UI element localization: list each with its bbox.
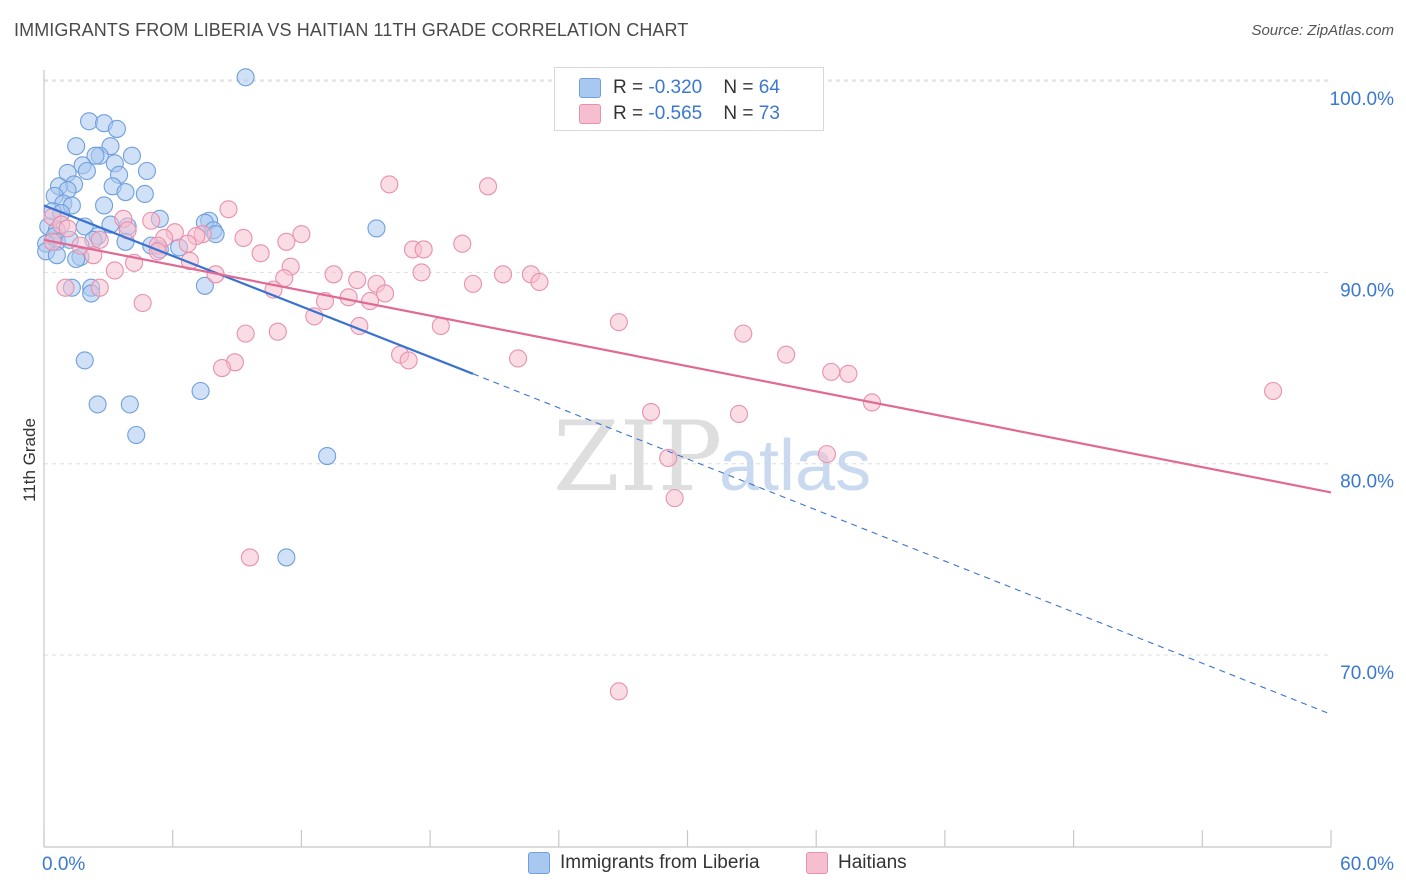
bottom-legend-label-haitian: Haitians <box>838 852 907 873</box>
liberia-point <box>79 112 99 131</box>
y-tick-label: 70.0% <box>1340 663 1394 684</box>
haitian-point <box>142 211 161 230</box>
y-axis-label: 11th Grade <box>20 418 39 502</box>
liberia-point <box>107 119 126 138</box>
trend-lines <box>43 204 1332 715</box>
haitian-point <box>90 278 109 297</box>
haitian-point <box>240 548 259 567</box>
tick-labels: 70.0% 80.0% 90.0% 100.0% 0.0% 60.0% <box>42 89 1394 875</box>
haitian-point <box>148 242 167 261</box>
watermark-atlas: atlas <box>719 426 871 506</box>
y-tick-label: 90.0% <box>1340 280 1394 301</box>
liberia-point <box>195 276 214 295</box>
haitian-point <box>339 288 358 307</box>
trend-line-liberia <box>43 204 474 375</box>
haitian-point <box>414 240 433 259</box>
y-tick-label: 100.0% <box>1330 89 1395 110</box>
haitian-point <box>360 292 380 311</box>
haitian-point <box>665 489 684 508</box>
stats-legend: R = -0.320 N = 64 R = -0.565 N = 73 <box>554 67 824 131</box>
y-tick-label: 80.0% <box>1340 472 1394 493</box>
liberia-point <box>95 196 114 215</box>
haitian-point <box>324 265 343 284</box>
haitian-point <box>348 271 367 290</box>
haitian-point <box>236 324 255 343</box>
haitian-point <box>56 278 75 297</box>
axes <box>43 70 1332 848</box>
haitian-point <box>609 682 628 701</box>
watermark-zip: ZIP <box>553 401 722 513</box>
zipatlas-watermark: ZIP atlas <box>553 401 871 513</box>
haitian-point <box>277 232 296 251</box>
legend-swatch-haitian <box>579 104 601 124</box>
haitian-point <box>641 402 661 422</box>
liberia-point <box>191 381 210 401</box>
haitian-point <box>90 230 109 249</box>
liberia-point <box>127 425 146 445</box>
haitian-point <box>105 261 124 280</box>
haitian-point <box>453 234 472 253</box>
haitian-point <box>478 177 498 196</box>
haitian-point <box>292 225 311 244</box>
haitian-point <box>178 234 197 253</box>
haitian-point <box>508 349 528 368</box>
trend-line-haitian <box>43 238 1332 494</box>
haitian-point <box>268 322 287 341</box>
haitian-point <box>380 175 399 194</box>
haitian-point <box>839 364 858 383</box>
bottom-legend-label-liberia: Immigrants from Liberia <box>560 852 760 873</box>
bottom-legend-swatch-liberia <box>528 852 550 874</box>
x-tick-label-max: 60.0% <box>1340 854 1394 875</box>
source-credit: Source: ZipAtlas.com <box>1251 22 1394 39</box>
legend-text-liberia: R = -0.320 N = 64 <box>613 77 780 98</box>
haitian-point <box>212 358 232 378</box>
liberia-point <box>77 161 96 181</box>
liberia-point <box>116 183 135 202</box>
liberia-point <box>135 184 154 204</box>
bottom-legend-swatch-haitian <box>806 852 828 874</box>
haitian-point <box>493 265 513 284</box>
liberia-point <box>236 68 255 87</box>
liberia-point <box>75 351 94 370</box>
chart-title: IMMIGRANTS FROM LIBERIA VS HAITIAN 11TH … <box>14 20 689 40</box>
haitian-point <box>530 272 549 292</box>
liberia-point <box>137 161 157 181</box>
haitian-point <box>376 284 395 303</box>
x-tick-label-min: 0.0% <box>42 854 85 875</box>
haitian-point <box>412 263 431 282</box>
liberia-point <box>88 395 107 414</box>
liberia-point <box>318 446 337 466</box>
series-haitian-points <box>43 175 1283 701</box>
legend-swatch-liberia <box>579 78 601 98</box>
trend-line-liberia-extension <box>472 373 1332 715</box>
haitian-point <box>817 445 836 464</box>
haitian-point <box>729 404 749 424</box>
liberia-point <box>86 146 105 165</box>
legend-text-haitian: R = -0.565 N = 73 <box>613 103 780 124</box>
haitian-point <box>659 448 678 468</box>
liberia-point <box>120 395 139 414</box>
haitian-point <box>777 345 796 364</box>
haitian-point <box>251 244 270 263</box>
haitian-point <box>58 219 77 238</box>
haitian-point <box>219 200 238 219</box>
haitian-point <box>463 274 483 293</box>
haitian-point <box>822 362 841 381</box>
liberia-point <box>122 146 141 165</box>
liberia-point <box>277 548 296 567</box>
haitian-point <box>609 313 628 332</box>
haitian-point <box>1264 381 1283 401</box>
haitian-point <box>734 324 753 343</box>
haitian-point <box>133 293 152 313</box>
haitian-point <box>399 351 418 370</box>
haitian-point <box>234 228 253 248</box>
liberia-point <box>67 137 86 156</box>
liberia-point <box>367 219 386 238</box>
series-liberia-points <box>37 68 386 567</box>
